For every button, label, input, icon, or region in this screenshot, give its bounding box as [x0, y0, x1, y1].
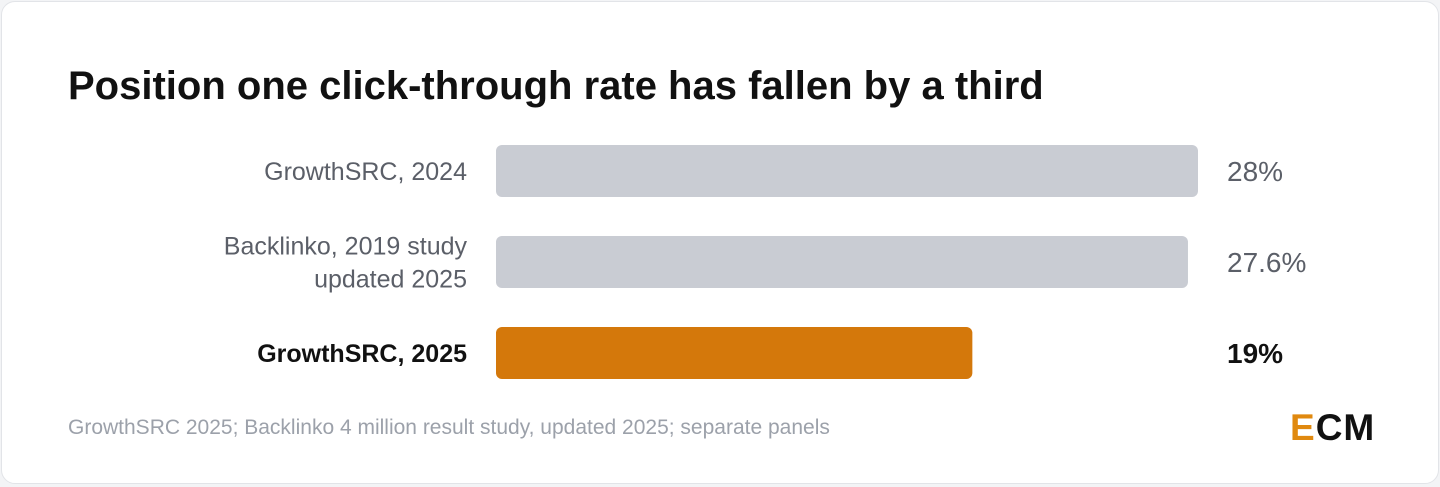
value-label-3: 19% — [1227, 338, 1283, 369]
bar-2 — [496, 236, 1188, 288]
logo-letters: CM — [1315, 407, 1376, 448]
bar-3 — [496, 327, 973, 379]
chart-title: Position one click‑through rate has fall… — [68, 64, 1044, 108]
value-label-1: 28% — [1227, 156, 1283, 187]
category-label-2: Backlinko, 2019 study updated 2025 — [224, 233, 468, 294]
source-note: GrowthSRC 2025; Backlinko 4 million resu… — [68, 416, 830, 439]
logo-accent-letter: E — [1290, 407, 1316, 448]
category-label-line: GrowthSRC, 2025 — [257, 340, 467, 368]
ecm-logo: ECM — [1290, 407, 1375, 449]
category-label-line: updated 2025 — [314, 266, 467, 294]
category-label-3: GrowthSRC, 2025 — [257, 340, 467, 368]
category-label-1: GrowthSRC, 2024 — [264, 158, 467, 186]
bar-1 — [496, 145, 1198, 197]
value-label-2: 27.6% — [1227, 247, 1306, 278]
category-label-line: Backlinko, 2019 study — [224, 233, 468, 261]
category-label-line: GrowthSRC, 2024 — [264, 158, 467, 186]
